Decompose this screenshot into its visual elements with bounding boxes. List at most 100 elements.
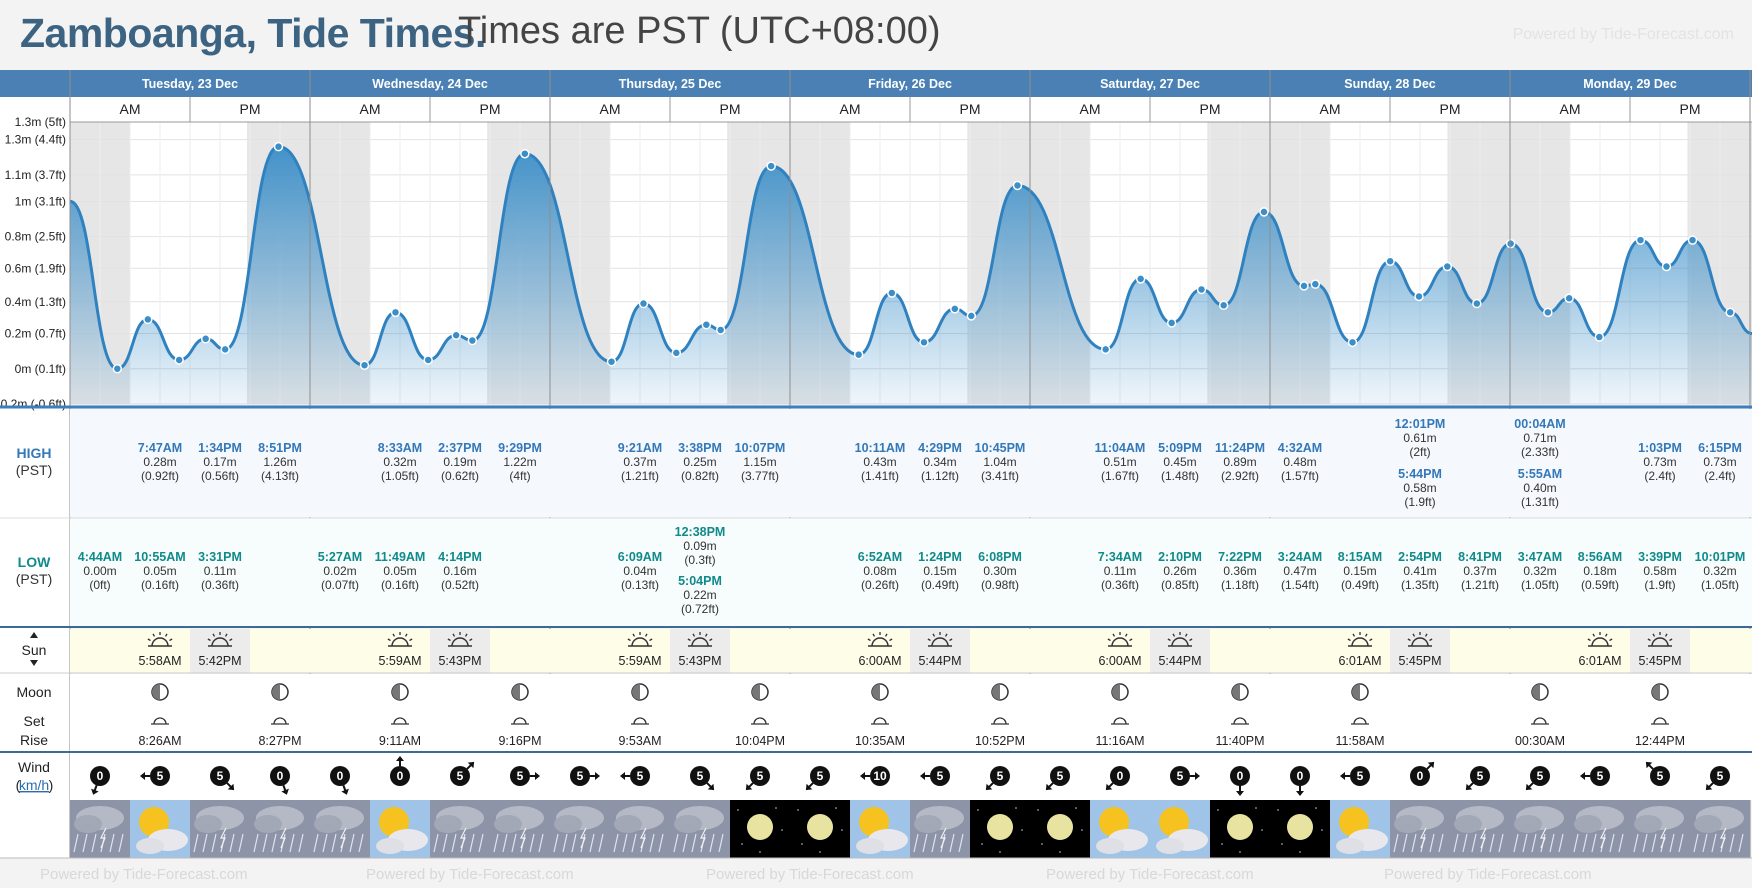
wind-unit-link[interactable]: km/h: [19, 777, 49, 793]
wind-speed: 5: [1357, 769, 1364, 783]
wind-speed-badge: [930, 766, 950, 786]
ampm-label: AM: [600, 101, 621, 117]
moon-phase-icon: [1651, 683, 1669, 701]
rain-streak: [571, 833, 577, 853]
wind-speed: 5: [937, 769, 944, 783]
high-feet: (1.21ft): [621, 469, 659, 483]
moonrise-time: 9:53AM: [618, 734, 661, 748]
low-meters: 0.47m: [1283, 564, 1316, 578]
star: [1081, 829, 1083, 831]
rain-streak: [622, 833, 628, 853]
sun-label: Sun: [22, 642, 47, 658]
wind-speed: 5: [757, 769, 764, 783]
wind-speed: 10: [873, 769, 887, 783]
wind-speed-badge: [1170, 766, 1190, 786]
low-time: 11:49AM: [375, 550, 426, 564]
star: [1015, 807, 1017, 809]
low-time: 3:24AM: [1278, 550, 1322, 564]
ampm-label: PM: [1440, 101, 1461, 117]
sunrise-time: 6:01AM: [1338, 654, 1381, 668]
wind-arrow-icon: [341, 785, 349, 795]
ampm-label: PM: [960, 101, 981, 117]
low-feet: (1.18ft): [1221, 578, 1259, 592]
star: [1255, 807, 1257, 809]
moon-phase-icon: [271, 683, 289, 701]
wind-speed: 0: [1117, 769, 1124, 783]
sunset-time: 5:44PM: [918, 654, 961, 668]
tide-point: [520, 148, 530, 159]
rain-streak: [913, 833, 919, 853]
tide-point: [1442, 261, 1453, 272]
high-feet: (0.56ft): [201, 469, 239, 483]
wind-speed-badge: [390, 766, 410, 786]
moonrise-icon: [151, 717, 169, 725]
moon-phase-icon: [391, 683, 409, 701]
sun-arc: [151, 637, 169, 647]
wind-speed-badge: [270, 766, 290, 786]
sun-ray: [169, 638, 173, 642]
low-feet: (0.13ft): [621, 578, 659, 592]
moon-row-bg: [70, 674, 1752, 752]
wind-arrow-icon: [140, 772, 150, 780]
y-tick-label: 0.2m (0.7ft): [5, 327, 66, 341]
wind-arrow-icon: [91, 785, 99, 795]
tide-point: [390, 307, 401, 318]
sunset-icon: [447, 632, 473, 647]
moon-label: Moon: [16, 684, 51, 700]
cloud: [674, 815, 702, 833]
wind-arrow-head: [1296, 791, 1304, 796]
wind-speed-badge: [510, 766, 530, 786]
high-time: 10:45PM: [975, 441, 1026, 455]
wind-arrow-icon: [1236, 786, 1244, 796]
sun-arc: [391, 637, 409, 647]
star: [781, 829, 783, 831]
tide-point: [174, 355, 184, 365]
wind-arrow-icon: [1296, 786, 1304, 796]
low-meters: 0.15m: [923, 564, 956, 578]
rain-streak: [1471, 833, 1477, 853]
lightning: [340, 827, 347, 849]
tide-point: [1564, 293, 1574, 303]
rain-streak: [469, 833, 475, 853]
tide-point: [1218, 300, 1229, 311]
low-time: 8:41PM: [1458, 550, 1502, 564]
wind-speed-badge: [750, 766, 770, 786]
high-time: 6:15PM: [1698, 441, 1742, 455]
rain-streak: [598, 833, 604, 853]
moonrise-time: 12:44PM: [1635, 734, 1685, 748]
moonrise-icon: [511, 717, 529, 725]
rain-streak: [82, 833, 88, 853]
rain-streak: [1522, 833, 1528, 853]
sunset-time: 5:42PM: [198, 654, 241, 668]
powered-by-bottom: Powered by Tide-Forecast.com: [366, 866, 574, 883]
rain-streak: [682, 833, 688, 853]
sun-ray: [1189, 638, 1193, 642]
moon-shadow: [1232, 684, 1240, 700]
rain-streak: [958, 833, 964, 853]
low-meters: 0.08m: [863, 564, 896, 578]
high-time: 9:21AM: [618, 441, 662, 455]
sun-ray: [409, 638, 413, 642]
sun-ray: [687, 638, 691, 642]
wind-speed-badge: [1530, 766, 1550, 786]
moonrise-arc: [1653, 717, 1667, 725]
weather-storm-icon: [310, 800, 370, 858]
sunrise-icon: [147, 632, 173, 647]
rain-streak: [589, 833, 595, 853]
sun-ray: [1124, 633, 1128, 637]
tide-point: [766, 161, 776, 171]
weather-storm-icon: [550, 800, 610, 858]
low-time: 4:14PM: [438, 550, 482, 564]
wind-row-bg: [70, 753, 1752, 800]
star: [977, 809, 979, 811]
sun-down-arrow-icon: [30, 660, 38, 666]
sun-ray: [1429, 638, 1433, 642]
wind-arrow-icon: [1105, 782, 1114, 791]
wind-speed: 0: [337, 769, 344, 783]
rain-streak: [1738, 833, 1744, 853]
high-feet: (1.48ft): [1161, 469, 1199, 483]
star: [759, 851, 761, 853]
tide-point: [1310, 279, 1321, 289]
weather-moon-icon: [1210, 800, 1270, 858]
sunrise-icon: [1107, 632, 1133, 647]
